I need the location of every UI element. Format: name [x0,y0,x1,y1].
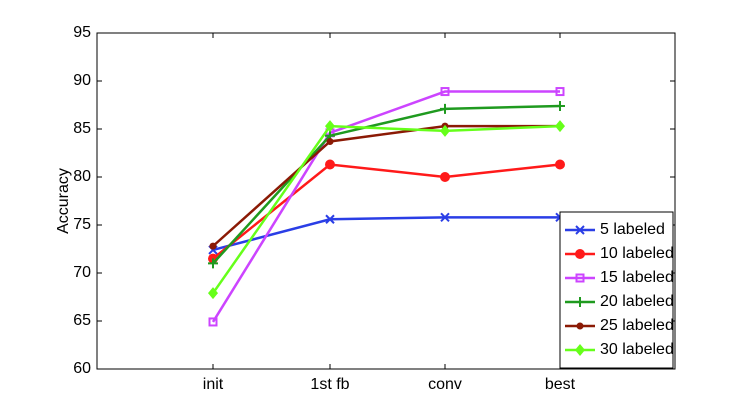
marker [208,317,218,327]
marker [440,103,450,114]
series-line [212,216,560,252]
y-tick-label: 70 [73,264,91,281]
x-tick-label: conv [428,376,462,393]
marker [440,212,450,223]
legend-label: 5 labeled [600,221,665,238]
marker [575,225,585,235]
marker [555,87,565,97]
y-tick-label: 80 [73,168,91,185]
series-line [212,104,561,265]
legend-box [559,211,674,369]
y-tick-label: 65 [73,312,91,329]
y-tick-label: 75 [73,216,91,233]
marker [325,159,335,170]
series-line [212,163,561,260]
x-tick-label: init [203,376,224,393]
marker [575,249,585,259]
marker [575,344,585,356]
legend-label: 20 labeled [600,293,674,310]
marker [325,120,335,133]
marker [555,100,565,111]
marker [555,120,565,133]
legend-label: 15 labeled [600,269,674,286]
marker [326,137,334,145]
marker [208,287,218,300]
legend: 5 labeled 10 labeled 15 labeled 20 labeled 2… [559,211,674,369]
x-tick-label: 1st fb [310,376,349,393]
marker [575,297,585,307]
marker [555,159,565,170]
series-line [211,90,560,323]
series-line [211,124,561,294]
plot-frame [96,32,676,370]
marker [209,242,217,250]
y-axis-label: Accuracy [55,168,72,234]
series-line [212,124,560,248]
marker [208,258,218,269]
x-tick-label: best [545,376,576,393]
marker [440,124,450,137]
y-tick-label: 95 [73,24,91,41]
y-tick-label: 85 [73,120,91,137]
legend-label: 30 labeled [600,341,674,358]
y-tick-label: 90 [73,72,91,89]
marker [575,273,585,283]
y-tick-label: 60 [73,360,91,377]
marker [440,87,450,97]
legend-label: 25 labeled [600,317,674,334]
marker [440,172,450,182]
marker [325,214,335,224]
marker [576,322,584,330]
legend-label: 10 labeled [600,245,674,262]
